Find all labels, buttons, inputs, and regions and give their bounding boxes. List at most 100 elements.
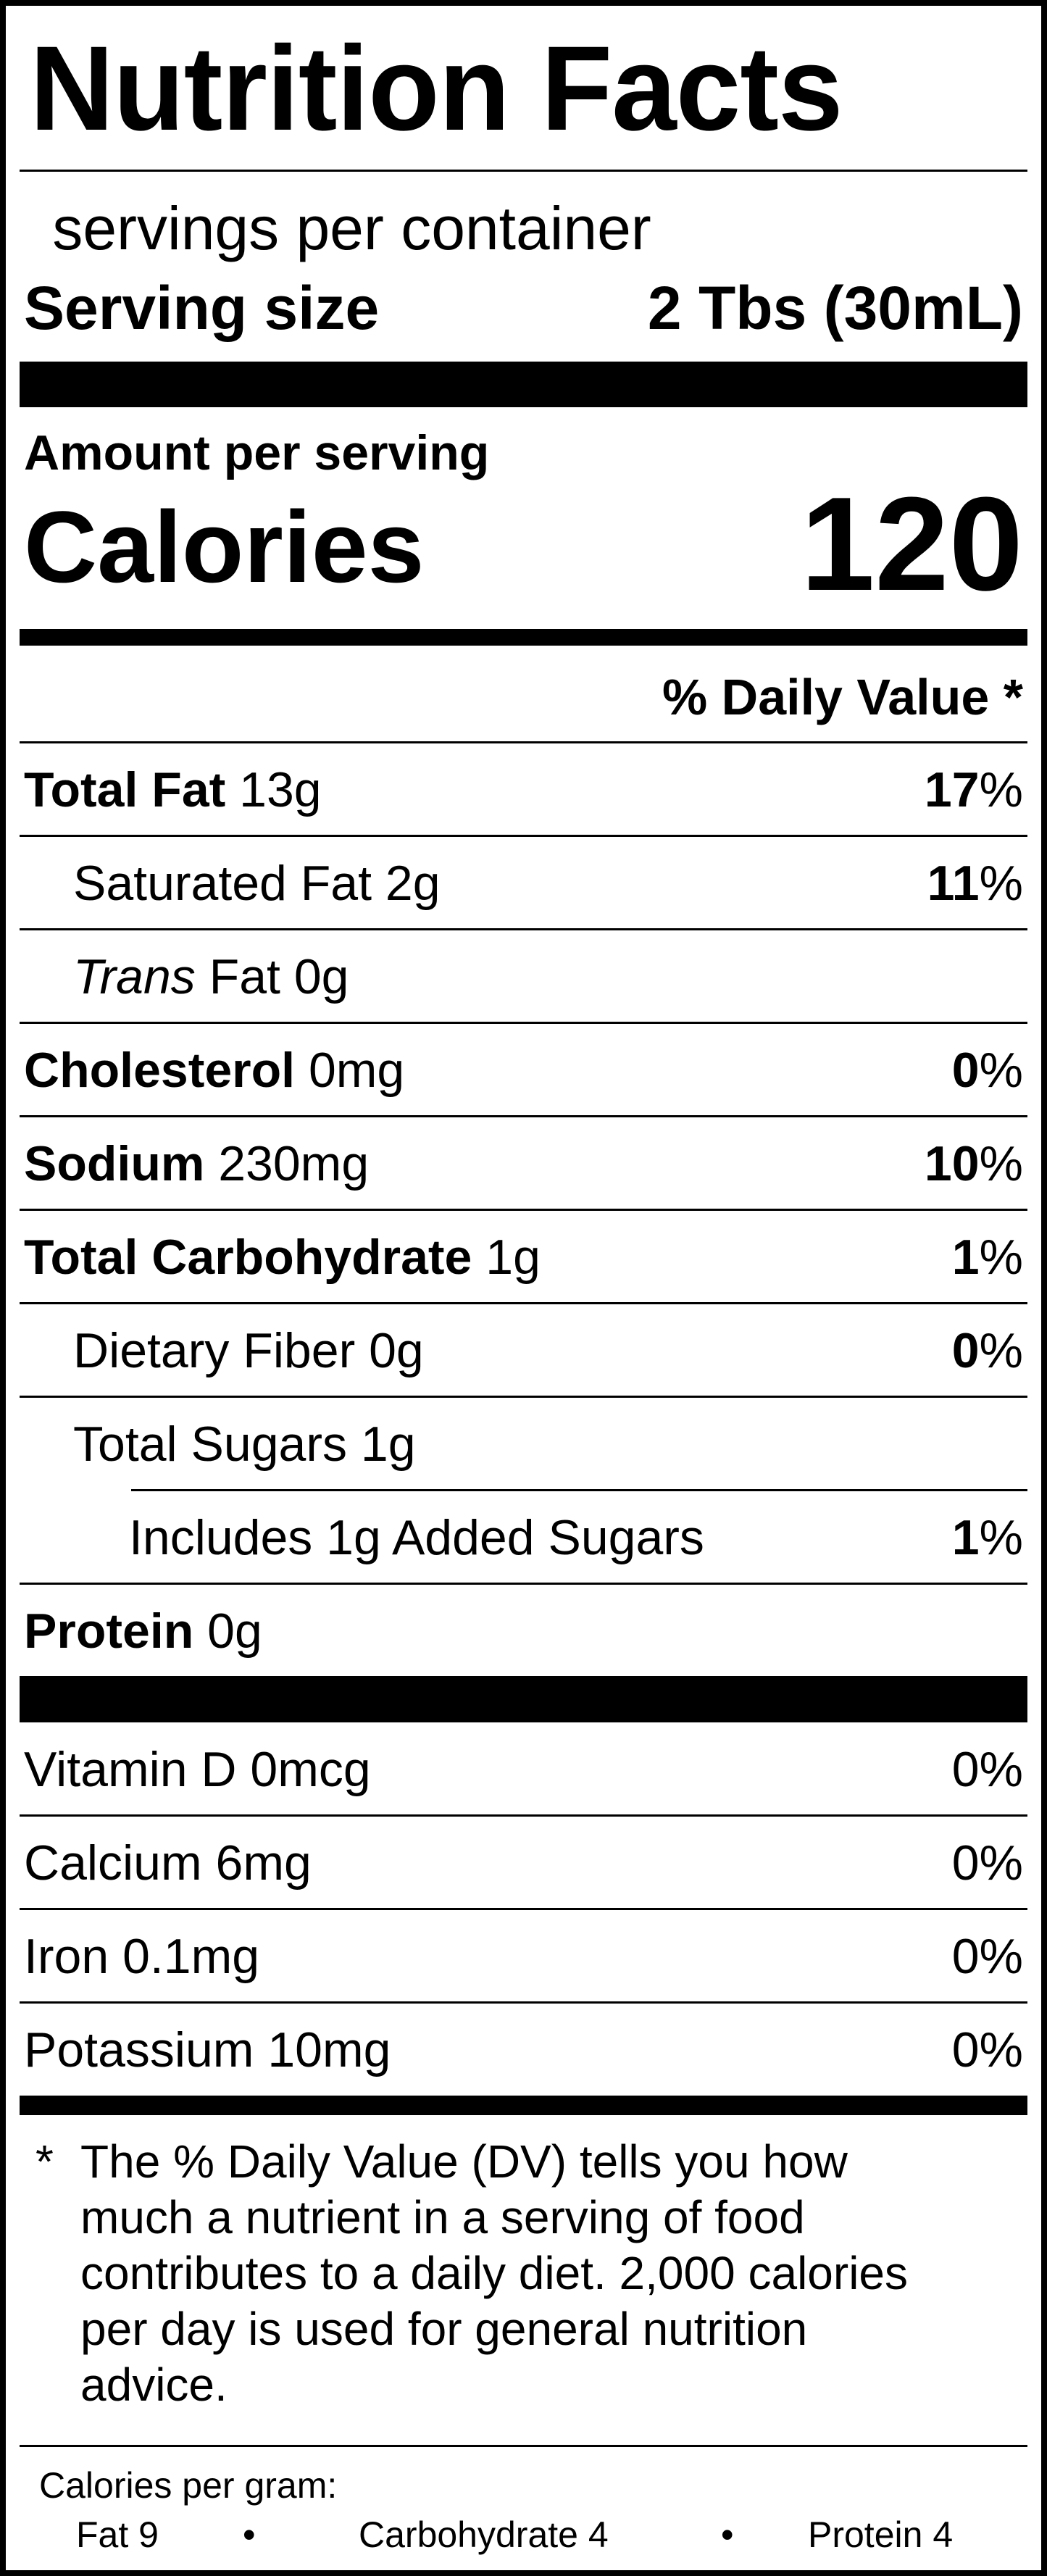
- cpg-protein: Protein 4: [808, 2514, 954, 2555]
- nutrient-row: Cholesterol 0mg 0%: [20, 1025, 1027, 1116]
- nutrient-row: Includes 1g Added Sugars 1%: [20, 1492, 1027, 1583]
- vitamin-row: Calcium 6mg 0%: [20, 1817, 1027, 1909]
- serving-size-value: 2 Tbs (30mL): [647, 274, 1023, 342]
- nutrient-name: Cholesterol 0mg: [24, 1042, 404, 1099]
- nutrient-label: Total Carbohydrate: [24, 1230, 472, 1285]
- nutrient-name: Dietary Fiber 0g: [73, 1322, 424, 1379]
- vitamin-daily-value: 0%: [951, 2022, 1023, 2077]
- servings-per-container: servings per container: [36, 194, 651, 262]
- row-divider: [20, 835, 1027, 837]
- row-divider: [131, 1489, 1027, 1491]
- daily-value-header: % Daily Value *: [662, 669, 1023, 725]
- nutrient-amount: 1g: [346, 1417, 416, 1472]
- serving-size-row: Serving size 2 Tbs (30mL): [24, 272, 1023, 344]
- nutrient-label: Includes 1g Added Sugars: [129, 1510, 704, 1565]
- nutrient-name: Trans Fat 0g: [73, 949, 349, 1005]
- nutrient-label: Total Sugars: [73, 1417, 347, 1472]
- nutrient-label: Sodium: [24, 1136, 205, 1191]
- row-divider: [20, 1302, 1027, 1304]
- medium-divider: [20, 2096, 1027, 2115]
- percent-sign: %: [979, 762, 1023, 817]
- row-divider: [20, 1396, 1027, 1398]
- dv-number: 11: [927, 856, 980, 911]
- calories-label: Calories: [24, 490, 425, 604]
- vitamin-row: Iron 0.1mg 0%: [20, 1911, 1027, 2002]
- dv-number: 10: [924, 1136, 980, 1191]
- dv-number: 1: [951, 1230, 980, 1285]
- vitamin-daily-value: 0%: [951, 1742, 1023, 1797]
- nutrient-name: Total Fat 13g: [24, 762, 322, 818]
- percent-sign: %: [979, 1043, 1023, 1098]
- nutrient-amount: 1g: [472, 1230, 541, 1285]
- amount-per-serving: Amount per serving: [24, 425, 490, 480]
- vitamin-name: Iron 0.1mg: [24, 1929, 260, 1984]
- vitamin-daily-value: 0%: [951, 1835, 1023, 1891]
- nutrient-row: Sodium 230mg 10%: [20, 1118, 1027, 1209]
- footnote: * The % Daily Value (DV) tells you how m…: [36, 2134, 935, 2413]
- nutrient-label: Protein: [24, 1604, 194, 1659]
- nutrient-amount: 0g: [193, 1604, 262, 1659]
- percent-sign: %: [979, 856, 1023, 911]
- nutrient-amount: Fat 0g: [195, 949, 349, 1004]
- calories-value: 120: [801, 469, 1023, 618]
- divider: [20, 170, 1027, 172]
- medium-divider: [20, 629, 1027, 646]
- calories-per-gram-items: Fat 9 • Carbohydrate 4 • Protein 4: [76, 2513, 989, 2556]
- nutrient-label: Dietary Fiber: [73, 1323, 356, 1378]
- nutrient-amount: 0mg: [295, 1043, 405, 1098]
- footnote-text: The % Daily Value (DV) tells you how muc…: [80, 2135, 908, 2411]
- percent-sign: %: [979, 1136, 1023, 1191]
- nutrient-label: Trans: [73, 949, 196, 1004]
- nutrient-row: Protein 0g: [20, 1585, 1027, 1677]
- vitamin-name: Potassium 10mg: [24, 2022, 391, 2077]
- divider: [20, 2445, 1027, 2447]
- row-divider: [20, 1908, 1027, 1910]
- row-divider: [20, 1022, 1027, 1024]
- cpg-carbohydrate: Carbohydrate 4: [359, 2514, 609, 2555]
- nutrient-label: Cholesterol: [24, 1043, 296, 1098]
- row-divider: [20, 2001, 1027, 2004]
- calories-per-gram-label: Calories per gram:: [39, 2465, 338, 2506]
- daily-value-percent: 10%: [925, 1135, 1023, 1192]
- row-divider: [20, 1583, 1027, 1585]
- nutrient-row: Total Sugars 1g: [20, 1399, 1027, 1490]
- nutrient-amount: 2g: [372, 856, 441, 911]
- nutrient-amount: 230mg: [204, 1136, 370, 1191]
- row-divider: [20, 928, 1027, 930]
- thick-divider: [20, 1676, 1027, 1722]
- label-title: Nutrition Facts: [30, 22, 843, 156]
- nutrient-name: Total Sugars 1g: [73, 1416, 416, 1472]
- daily-value-percent: 17%: [925, 762, 1023, 818]
- row-divider: [20, 741, 1027, 743]
- nutrient-name: Saturated Fat 2g: [73, 855, 441, 912]
- nutrient-row: Total Fat 13g 17%: [20, 744, 1027, 835]
- vitamin-name: Calcium 6mg: [24, 1835, 312, 1891]
- nutrient-row: Trans Fat 0g: [20, 931, 1027, 1022]
- thick-divider: [20, 362, 1027, 407]
- calories-row: Calories 120: [24, 471, 1023, 616]
- daily-value-percent: 0%: [952, 1322, 1023, 1379]
- percent-sign: %: [979, 1323, 1023, 1378]
- daily-value-percent: 1%: [952, 1229, 1023, 1285]
- dv-number: 0: [951, 1043, 980, 1098]
- serving-size-label: Serving size: [24, 274, 380, 342]
- nutrient-name: Includes 1g Added Sugars: [129, 1509, 704, 1566]
- bullet-separator: •: [243, 2514, 256, 2555]
- row-divider: [20, 1115, 1027, 1117]
- nutrient-row: Saturated Fat 2g 11%: [20, 838, 1027, 929]
- daily-value-percent: 0%: [952, 1042, 1023, 1099]
- percent-sign: %: [979, 1510, 1023, 1565]
- nutrient-name: Protein 0g: [24, 1603, 262, 1659]
- percent-sign: %: [979, 1230, 1023, 1285]
- nutrient-label: Total Fat: [24, 762, 226, 817]
- vitamin-row: Potassium 10mg 0%: [20, 2004, 1027, 2096]
- nutrient-name: Total Carbohydrate 1g: [24, 1229, 541, 1285]
- dv-number: 1: [951, 1510, 980, 1565]
- vitamin-name: Vitamin D 0mcg: [24, 1742, 371, 1797]
- nutrient-amount: 13g: [225, 762, 322, 817]
- dv-number: 17: [924, 762, 980, 817]
- footnote-marker: *: [36, 2135, 54, 2188]
- nutrient-name: Sodium 230mg: [24, 1135, 369, 1192]
- bullet-separator: •: [721, 2514, 734, 2555]
